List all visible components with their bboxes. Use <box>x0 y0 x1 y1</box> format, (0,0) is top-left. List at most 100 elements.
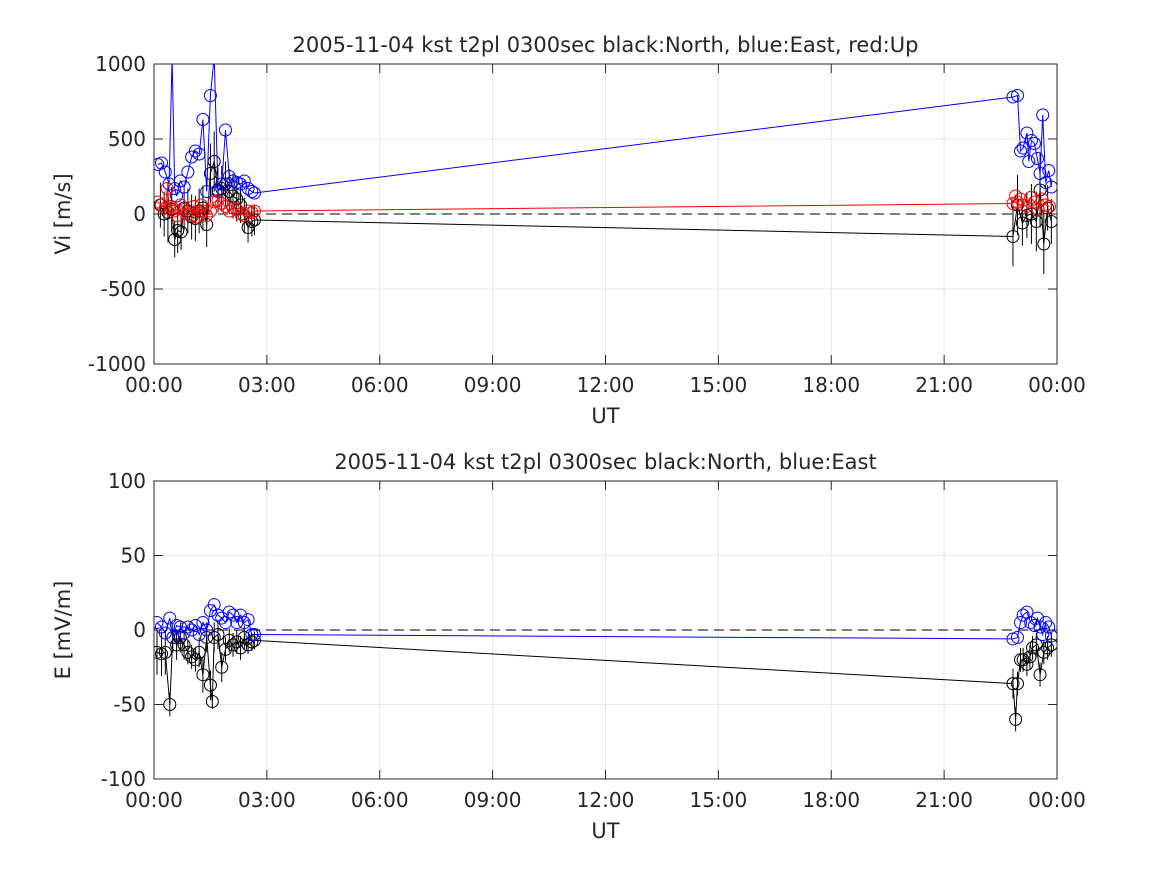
data-point <box>237 630 251 644</box>
data-point <box>237 174 251 188</box>
x-axis-label: UT <box>591 819 619 843</box>
data-point <box>1030 152 1044 165</box>
x-tick-label: 18:00 <box>802 373 860 397</box>
data-point <box>1041 641 1055 655</box>
data-point <box>188 144 202 158</box>
y-axis-label: E [mV/m] <box>51 581 75 680</box>
data-point <box>166 51 178 63</box>
data-point <box>245 627 259 641</box>
data-point <box>154 616 164 630</box>
data-point <box>174 225 188 239</box>
axes-frame <box>153 480 1058 780</box>
x-tick-label: 00:00 <box>1028 373 1086 397</box>
y-axis-label: Vi [m/s] <box>51 173 75 254</box>
x-tick-label: 18:00 <box>802 788 860 812</box>
data-point <box>247 186 261 200</box>
data-point <box>163 698 177 711</box>
data-layer <box>154 598 1057 732</box>
y-tick-label: 100 <box>108 469 146 493</box>
data-point <box>200 623 214 637</box>
data-point <box>237 616 251 630</box>
x-axis-label: UT <box>591 404 619 428</box>
data-point <box>245 206 259 219</box>
data-point <box>1014 653 1028 667</box>
data-point <box>207 630 221 644</box>
x-tick-label: 06:00 <box>351 788 409 812</box>
y-tick-label: -100 <box>101 767 146 791</box>
data-point <box>163 611 177 625</box>
data-point <box>1042 620 1056 634</box>
data-point <box>205 695 219 709</box>
data-point <box>1016 653 1030 667</box>
data-point <box>194 198 208 212</box>
data-point <box>166 630 180 644</box>
data-point <box>1014 616 1028 630</box>
data-point <box>173 198 187 212</box>
data-point <box>163 200 177 213</box>
data-point <box>158 626 172 640</box>
data-point <box>177 180 191 194</box>
data-point <box>1044 215 1057 228</box>
data-point <box>226 608 240 622</box>
x-tick-label: 09:00 <box>464 788 522 812</box>
data-point <box>196 204 210 218</box>
data-point <box>200 209 214 222</box>
data-point <box>192 627 206 641</box>
data-layer <box>154 51 1057 274</box>
y-tick-label: 0 <box>133 618 146 642</box>
data-point <box>234 177 248 191</box>
data-point <box>241 613 255 627</box>
data-point <box>166 201 180 215</box>
data-point <box>155 156 169 170</box>
y-tick-label: 1000 <box>95 52 146 76</box>
x-tick-label: 06:00 <box>351 373 409 397</box>
data-point <box>245 185 259 198</box>
data-point <box>196 616 210 630</box>
data-point <box>234 608 248 622</box>
data-point <box>158 165 172 179</box>
y-tick-label: 0 <box>133 202 146 226</box>
data-point <box>181 165 195 179</box>
axes-frame <box>153 63 1058 365</box>
x-tick-label: 00:00 <box>125 373 183 397</box>
data-point <box>1006 677 1020 691</box>
data-point <box>1036 108 1050 122</box>
x-tick-label: 21:00 <box>915 373 973 397</box>
data-point <box>192 645 206 659</box>
data-point <box>1022 155 1036 168</box>
x-tick-label: 00:00 <box>125 788 183 812</box>
data-point <box>1014 192 1028 206</box>
data-point <box>1010 677 1024 691</box>
x-tick-label: 00:00 <box>1028 788 1086 812</box>
x-tick-label: 03:00 <box>238 788 296 812</box>
data-point <box>1024 191 1038 204</box>
data-point <box>168 233 182 246</box>
data-point <box>1014 144 1028 158</box>
y-tick-label: -50 <box>113 693 146 717</box>
data-point <box>158 645 172 659</box>
data-point <box>203 167 217 180</box>
data-point <box>1024 207 1038 221</box>
data-point <box>1009 712 1023 726</box>
chart-title: 2005-11-04 kst t2pl 0300sec black:North,… <box>293 33 919 57</box>
data-point <box>218 642 232 656</box>
data-point <box>200 185 214 198</box>
x-tick-label: 12:00 <box>577 788 635 812</box>
data-point <box>185 209 199 222</box>
electric-field-panel: 00:00 03:00 06:00 09:00 12:00 15:00 18:00 21:00… <box>51 450 1086 843</box>
data-point <box>170 189 184 203</box>
data-point <box>226 638 240 652</box>
data-point <box>1030 611 1044 625</box>
data-point <box>196 668 210 682</box>
data-point <box>1044 180 1057 194</box>
data-point <box>173 630 187 644</box>
data-point <box>245 635 259 649</box>
data-point <box>1042 164 1056 177</box>
data-point <box>1016 141 1030 155</box>
data-point <box>247 627 261 641</box>
velocity-panel: 00:00 03:00 06:00 09:00 12:00 15:00 18:00 21:00… <box>51 33 1086 428</box>
data-point <box>188 653 202 667</box>
data-point <box>185 623 199 637</box>
data-point <box>203 89 217 102</box>
